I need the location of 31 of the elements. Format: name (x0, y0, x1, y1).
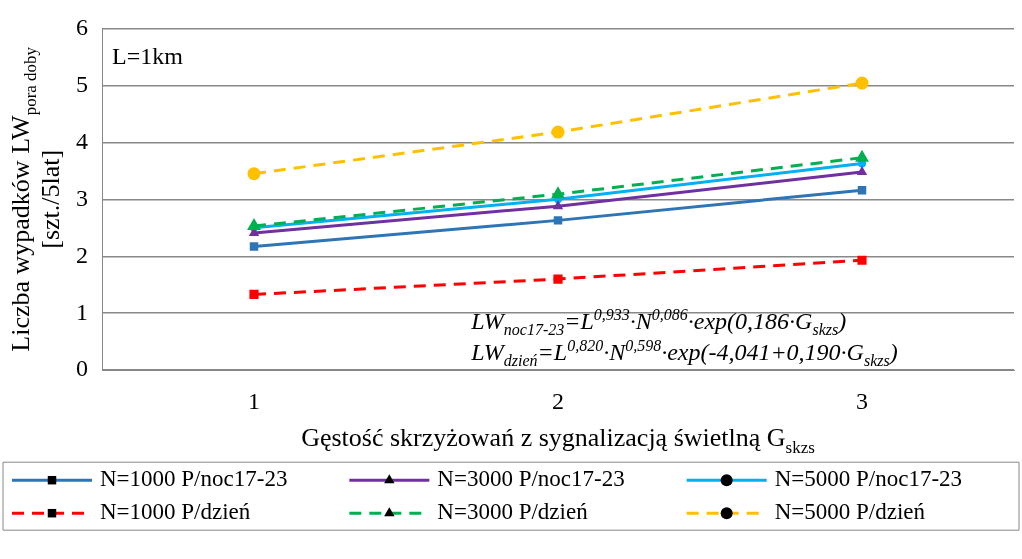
y-tick-label: 3 (76, 184, 88, 211)
legend-label: N=1000 P/noc17-23 (100, 466, 288, 492)
point (856, 165, 868, 175)
legend-label: N=1000 P/dzień (100, 499, 251, 525)
point (551, 186, 565, 199)
y-tick-label: 2 (76, 241, 88, 268)
point (553, 274, 563, 284)
legend-label: N=3000 P/noc17-23 (437, 466, 625, 492)
point (857, 255, 867, 265)
point (551, 125, 565, 139)
point (553, 216, 563, 225)
y-tick-label: 1 (76, 298, 88, 325)
y-tick-label: 6 (76, 13, 88, 40)
point (855, 76, 869, 90)
y-tick-label: 0 (76, 355, 88, 382)
legend-label: N=5000 P/noc17-23 (774, 466, 963, 492)
legend-label: N=3000 P/dzień (437, 499, 589, 525)
x-tick-label: 2 (552, 387, 564, 414)
annotation: L=1km (112, 43, 184, 70)
point (247, 167, 261, 181)
y-tick-label: 4 (76, 127, 88, 154)
x-tick-label: 1 (248, 387, 260, 414)
y-tick-label: 5 (76, 70, 88, 97)
point (249, 242, 259, 251)
x-tick-label: 3 (856, 387, 868, 414)
point (249, 289, 259, 300)
point (552, 200, 564, 210)
point (247, 218, 261, 231)
point (855, 149, 869, 162)
text: Liczba wypadków LWpora doby [szt./5lat] (6, 46, 65, 352)
legend-label: N=5000 P/dzień (774, 499, 926, 525)
